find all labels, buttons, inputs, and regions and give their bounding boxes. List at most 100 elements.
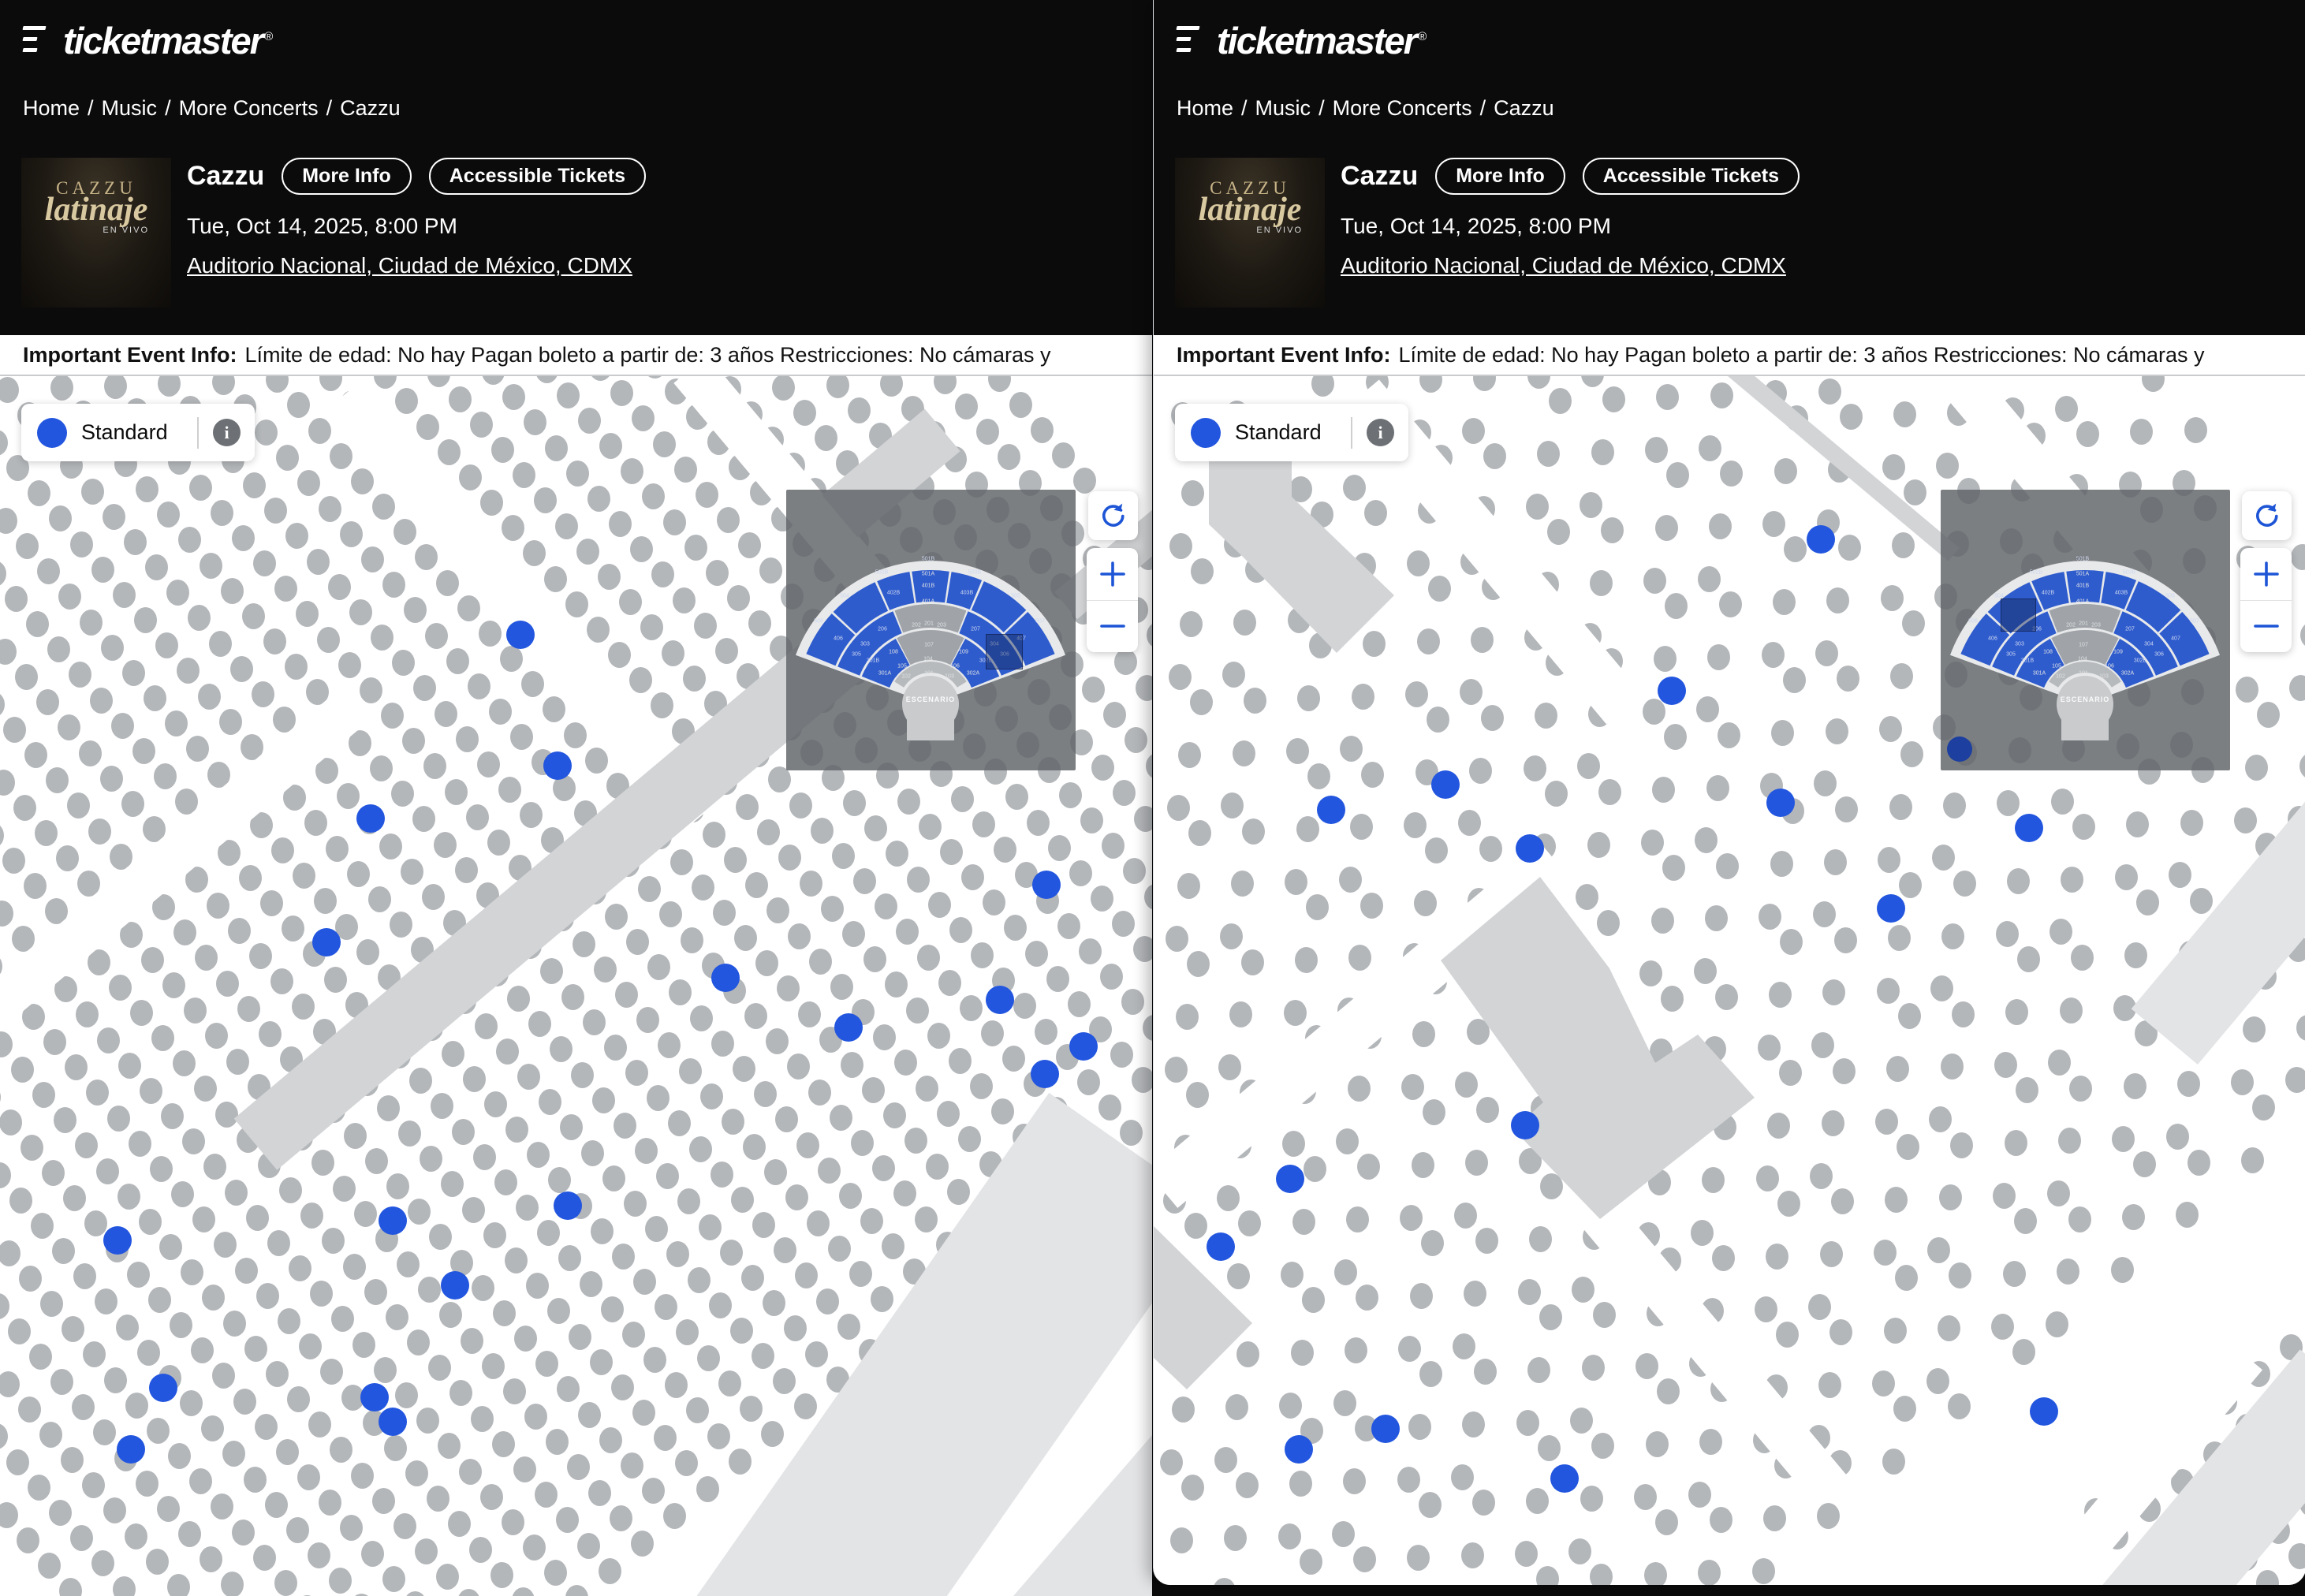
seat-dot-unavailable	[2180, 810, 2203, 836]
breadcrumb-item-home[interactable]: Home	[23, 96, 80, 120]
seat-dot-unavailable	[1469, 758, 1492, 784]
seat-dot-available[interactable]	[312, 928, 341, 956]
seat-dot-available[interactable]	[1516, 834, 1544, 863]
seat-dot-available[interactable]	[543, 751, 572, 780]
menu-icon[interactable]	[22, 26, 50, 56]
seat-dot-unavailable	[435, 701, 457, 727]
seat-dot-available[interactable]	[1550, 1464, 1579, 1493]
more-info-button[interactable]: More Info	[1435, 158, 1565, 195]
seat-dot-available[interactable]	[379, 1206, 407, 1235]
venue-overview-minimap[interactable]: 501B 502B 503B 501A 504 505 401B 402B 403B 401A 50…	[1941, 490, 2230, 770]
seat-dot-available[interactable]	[360, 1383, 389, 1411]
info-icon[interactable]: i	[213, 419, 241, 446]
minimap-viewport-indicator[interactable]	[986, 634, 1023, 669]
reset-zoom-button[interactable]	[2242, 491, 2292, 540]
breadcrumb-item-cazzu[interactable]: Cazzu	[340, 96, 401, 120]
seat-dot-unavailable	[635, 1138, 658, 1164]
seat-dot-unavailable	[1953, 871, 1976, 897]
seat-dot-unavailable	[162, 972, 185, 998]
header: ticketmaster ® Home / Music / More Concerts / C…	[1154, 0, 2305, 335]
seat-dot-available[interactable]	[834, 1013, 863, 1042]
seat-dot-available[interactable]	[1371, 1415, 1400, 1443]
seat-dot-unavailable	[1904, 479, 1926, 505]
seat-dot-available[interactable]	[356, 804, 385, 833]
venue-overview-minimap[interactable]: 501B 502B 503B 501A 504 505 401B 402B 403B 401A 50…	[786, 490, 1076, 770]
venue-link[interactable]: Auditorio Nacional, Ciudad de México, CD…	[1341, 253, 1786, 278]
seat-dot-available[interactable]	[1276, 1165, 1304, 1193]
seat-dot-unavailable	[863, 946, 886, 972]
seat-dot-available[interactable]	[1032, 871, 1061, 899]
seat-dot-available[interactable]	[117, 1435, 145, 1464]
seat-dot-unavailable	[2111, 1257, 2134, 1283]
seat-dot-available[interactable]	[1031, 1060, 1059, 1088]
zoom-in-button[interactable]	[2240, 548, 2292, 601]
ticketmaster-logo[interactable]: ticketmaster ®	[63, 19, 273, 62]
seat-dot-available[interactable]	[1069, 1032, 1098, 1061]
menu-icon[interactable]	[1176, 26, 1203, 56]
accessible-tickets-button[interactable]: Accessible Tickets	[1582, 158, 1800, 195]
seat-dot-available[interactable]	[103, 1226, 132, 1255]
seat-dot-unavailable	[2257, 702, 2280, 728]
seat-dot-available[interactable]	[1431, 770, 1460, 799]
seat-dot-available[interactable]	[441, 1271, 469, 1300]
seat-dot-available[interactable]	[554, 1191, 582, 1220]
seat-dot-unavailable	[1046, 966, 1069, 992]
seat-dot-unavailable	[455, 857, 478, 883]
seat-dot-available[interactable]	[1285, 1435, 1313, 1464]
venue-link[interactable]: Auditorio Nacional, Ciudad de México, CD…	[187, 253, 632, 278]
seat-dot-available[interactable]	[1207, 1232, 1235, 1261]
minimap-section	[946, 572, 983, 610]
seat-dot-unavailable	[550, 1036, 573, 1062]
breadcrumb-item-music[interactable]: Music	[101, 96, 158, 120]
seat-dot-available[interactable]	[1807, 525, 1835, 554]
seat-dot-unavailable	[1835, 796, 1858, 822]
seat-dot-unavailable	[970, 1073, 993, 1099]
seat-dot-unavailable	[1181, 1475, 1204, 1501]
seat-dot-unavailable	[2231, 1069, 2254, 1095]
seat-dot-unavailable	[109, 975, 132, 1001]
seat-dot-available[interactable]	[1317, 796, 1345, 824]
event-datetime: Tue, Oct 14, 2025, 8:00 PM	[187, 214, 457, 238]
breadcrumb-item-more-concerts[interactable]: More Concerts	[1332, 96, 1472, 120]
zoom-out-button[interactable]	[1087, 601, 1138, 653]
breadcrumb-item-more-concerts[interactable]: More Concerts	[178, 96, 319, 120]
seat-map[interactable]: 501B 502B 503B 501A 504 505 401B 402B 403B 401A 50…	[0, 376, 1152, 1596]
seat-dot-unavailable	[599, 1427, 622, 1453]
more-info-button[interactable]: More Info	[282, 158, 412, 195]
seat-dot-available[interactable]	[2030, 1397, 2058, 1426]
zoom-in-button[interactable]	[1087, 548, 1138, 601]
seat-map[interactable]: 501B 502B 503B 501A 504 505 401B 402B 403B 401A 50…	[1154, 376, 2305, 1585]
breadcrumb-item-music[interactable]: Music	[1255, 96, 1311, 120]
reset-zoom-button[interactable]	[1088, 491, 1138, 540]
minimap-viewport-indicator[interactable]	[2001, 598, 2036, 632]
seat-dot-available[interactable]	[711, 964, 740, 992]
seat-dot-unavailable	[0, 1423, 8, 1449]
info-icon[interactable]: i	[1367, 419, 1394, 446]
seat-dot-unavailable	[741, 1265, 764, 1291]
seat-dot-unavailable	[651, 561, 674, 587]
seat-dot-available[interactable]	[149, 1374, 177, 1402]
seat-dot-available[interactable]	[986, 986, 1014, 1014]
seat-dot-unavailable	[32, 1082, 55, 1108]
seat-dot-unavailable	[1224, 1525, 1247, 1551]
breadcrumb-item-cazzu[interactable]: Cazzu	[1494, 96, 1554, 120]
ticketmaster-logo[interactable]: ticketmaster ®	[1217, 19, 1427, 62]
seat-dot-available[interactable]	[1658, 677, 1686, 705]
seat-dot-available[interactable]	[1877, 894, 1905, 923]
seat-dot-unavailable	[0, 1109, 22, 1135]
seat-dot-available[interactable]	[1766, 789, 1795, 817]
seat-dot-unavailable	[242, 603, 265, 629]
seat-dot-unavailable	[1949, 1262, 1971, 1288]
zoom-out-button[interactable]	[2240, 601, 2292, 653]
seat-dot-available[interactable]	[1511, 1111, 1539, 1139]
seat-dot-available[interactable]	[379, 1408, 407, 1436]
seat-dot-unavailable	[703, 822, 725, 848]
seat-dot-unavailable	[1297, 685, 1320, 711]
seat-dot-available[interactable]	[506, 621, 535, 649]
minimap-section	[1005, 612, 1055, 666]
breadcrumb-item-home[interactable]: Home	[1177, 96, 1234, 120]
seat-dot-unavailable	[1178, 742, 1201, 768]
accessible-tickets-button[interactable]: Accessible Tickets	[428, 158, 647, 195]
seat-dot-available[interactable]	[2015, 814, 2043, 842]
seat-dot-unavailable	[949, 917, 972, 943]
